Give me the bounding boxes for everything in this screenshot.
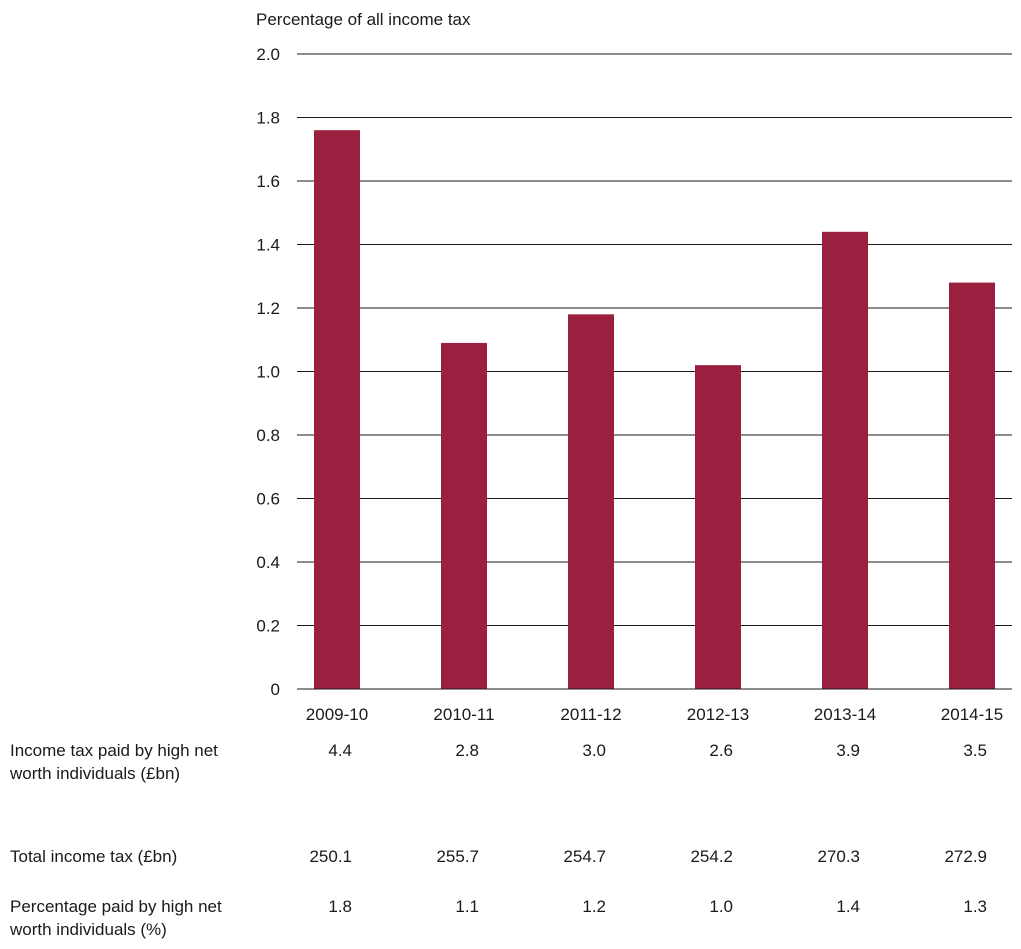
bar-chart: Percentage of all income tax 00.20.40.60… xyxy=(256,10,1012,724)
table-cell: 250.1 xyxy=(309,847,352,866)
table-cell: 272.9 xyxy=(944,847,987,866)
bar-2010-11 xyxy=(441,342,487,689)
bar-2011-12 xyxy=(568,314,614,689)
bar-2012-13 xyxy=(695,365,741,689)
table-cell: 3.5 xyxy=(963,741,987,760)
x-tick-label: 2011-12 xyxy=(560,705,621,724)
table-cell: 255.7 xyxy=(436,847,479,866)
y-tick-label: 0.2 xyxy=(256,617,280,636)
y-tick-label: 2.0 xyxy=(256,45,280,64)
bar-2013-14 xyxy=(822,231,868,690)
row-values-total-tax: 250.1 255.7 254.7 254.2 270.3 272.9 xyxy=(0,845,1021,869)
y-tick-label: 1.4 xyxy=(256,236,280,255)
table-cell: 2.6 xyxy=(709,741,733,760)
y-tick-label: 1.8 xyxy=(256,109,280,128)
table-cell: 254.7 xyxy=(563,847,606,866)
y-tick-label: 1.6 xyxy=(256,172,280,191)
table-cell: 270.3 xyxy=(817,847,860,866)
y-tick-label: 0.4 xyxy=(256,553,280,572)
table-cell: 3.9 xyxy=(836,741,860,760)
table-cell: 1.2 xyxy=(582,897,606,916)
table-cell: 1.8 xyxy=(328,897,352,916)
table-cell: 1.0 xyxy=(709,897,733,916)
table-cell: 2.8 xyxy=(455,741,479,760)
x-tick-label: 2014-15 xyxy=(941,705,1003,724)
table-cell: 1.1 xyxy=(455,897,479,916)
chart-title: Percentage of all income tax xyxy=(256,10,471,29)
y-tick-label: 0.8 xyxy=(256,426,280,445)
gridlines xyxy=(297,53,1012,626)
y-tick-labels: 0 0.2 0.4 0.6 0.8 1.0 1.2 1.4 1.6 1.8 2.0 xyxy=(256,45,280,699)
x-tick-label: 2009-10 xyxy=(306,705,368,724)
bars xyxy=(314,130,995,690)
y-tick-label: 1.2 xyxy=(256,299,280,318)
y-tick-label: 0 xyxy=(271,680,280,699)
x-tick-label: 2012-13 xyxy=(687,705,749,724)
row-values-percentage: 1.8 1.1 1.2 1.0 1.4 1.3 xyxy=(0,895,1021,919)
y-tick-label: 0.6 xyxy=(256,490,280,509)
x-tick-label: 2010-11 xyxy=(433,705,494,724)
table-cell: 1.4 xyxy=(836,897,860,916)
table-cell: 4.4 xyxy=(328,741,352,760)
table-cell: 3.0 xyxy=(582,741,606,760)
y-tick-label: 1.0 xyxy=(256,363,280,382)
row-label-total-tax: Total income tax (£bn) xyxy=(10,847,178,866)
row-label-percentage: Percentage paid by high net worth indivi… xyxy=(10,897,222,939)
bar-2014-15 xyxy=(949,282,995,689)
x-tick-labels: 2009-10 2010-11 2011-12 2012-13 2013-14 2014-… xyxy=(306,705,1003,724)
bar-2009-10 xyxy=(314,130,360,689)
table-cell: 254.2 xyxy=(690,847,733,866)
x-tick-label: 2013-14 xyxy=(814,705,876,724)
row-values-hnwi-tax: 4.4 2.8 3.0 2.6 3.9 3.5 xyxy=(0,739,1021,763)
row-label-hnwi-tax: Income tax paid by high net worth indivi… xyxy=(10,741,218,783)
table-cell: 1.3 xyxy=(963,897,987,916)
